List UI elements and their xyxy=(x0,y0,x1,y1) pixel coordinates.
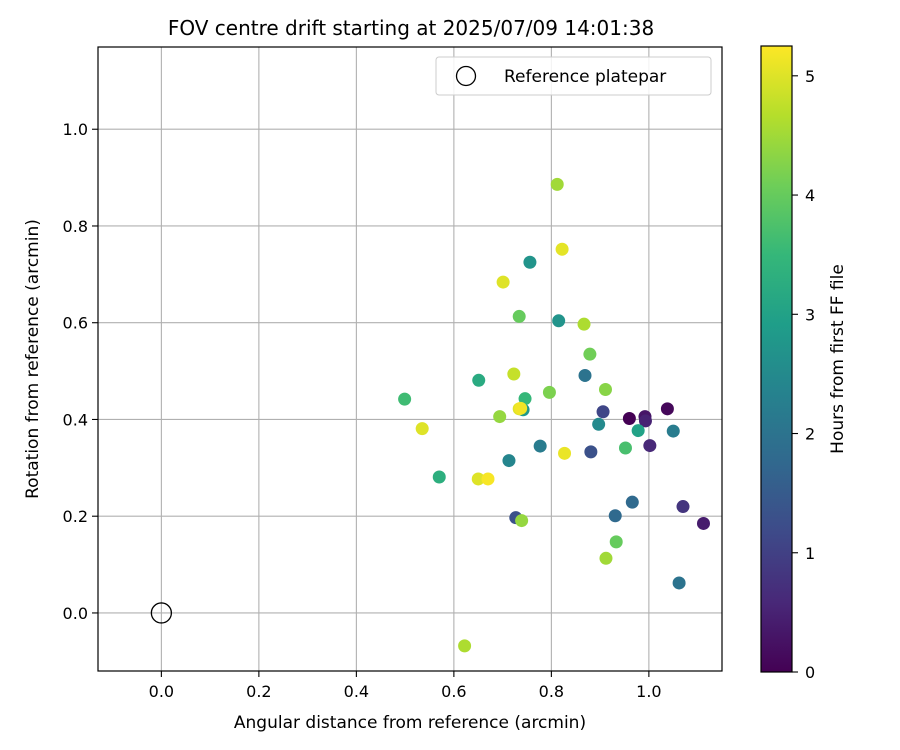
colorbar-frame xyxy=(760,45,793,673)
y-tick-label: 0.8 xyxy=(63,217,88,236)
scatter-point xyxy=(608,509,622,523)
scatter-point xyxy=(672,576,686,590)
colorbar-tick-label: 3 xyxy=(805,305,815,324)
chart-title: FOV centre drift starting at 2025/07/09 … xyxy=(168,16,654,40)
scatter-point xyxy=(514,401,528,415)
scatter-point xyxy=(592,417,606,431)
scatter-point xyxy=(515,514,529,528)
scatter-point xyxy=(415,422,429,436)
scatter-point xyxy=(493,410,507,424)
y-tick-label: 0.2 xyxy=(63,507,88,526)
colorbar-tick-label: 4 xyxy=(805,186,815,205)
scatter-point xyxy=(533,439,547,453)
scatter-point xyxy=(512,309,526,323)
plot-frame xyxy=(97,46,723,672)
y-tick-label: 0.0 xyxy=(63,604,88,623)
scatter-point xyxy=(631,424,645,438)
x-tick-label: 0.0 xyxy=(149,682,174,701)
scatter-points xyxy=(398,177,710,653)
scatter-point xyxy=(618,441,632,455)
y-tick-label: 0.6 xyxy=(63,314,88,333)
scatter-point xyxy=(518,392,532,406)
scatter-point xyxy=(552,314,566,328)
scatter-point xyxy=(598,382,612,396)
scatter-point xyxy=(578,368,592,382)
scatter-point xyxy=(432,470,446,484)
colorbar-ticks: 0 1 2 3 4 5 xyxy=(792,67,815,682)
colorbar: 0 1 2 3 4 5 Hours from first FF file xyxy=(760,45,848,682)
legend-marker-icon xyxy=(455,65,477,87)
scatter-point xyxy=(550,177,564,191)
legend-label: Reference platepar xyxy=(504,67,666,87)
x-axis-ticks: 0.0 0.2 0.4 0.6 0.8 1.0 xyxy=(149,671,662,701)
scatter-point xyxy=(523,255,537,269)
scatter-point xyxy=(643,439,657,453)
x-axis-label: Angular distance from reference (arcmin) xyxy=(234,713,586,733)
scatter-point xyxy=(502,454,516,468)
colorbar-tick-label: 5 xyxy=(805,67,815,86)
scatter-point xyxy=(696,516,710,530)
scatter-point xyxy=(596,405,610,419)
colorbar-tick-label: 1 xyxy=(805,544,815,563)
x-tick-label: 0.8 xyxy=(539,682,564,701)
x-tick-label: 1.0 xyxy=(636,682,661,701)
scatter-point xyxy=(599,551,613,565)
legend: Reference platepar xyxy=(435,56,712,96)
scatter-point xyxy=(558,446,572,460)
scatter-point xyxy=(584,445,598,459)
scatter-point xyxy=(676,500,690,514)
legend-box xyxy=(435,56,712,96)
colorbar-label: Hours from first FF file xyxy=(828,264,848,454)
scatter-point xyxy=(609,535,623,549)
scatter-point xyxy=(660,402,674,416)
scatter-point xyxy=(622,411,636,425)
y-tick-label: 1.0 xyxy=(63,120,88,139)
scatter-point xyxy=(481,472,495,486)
y-tick-label: 0.4 xyxy=(63,410,88,429)
scatter-point xyxy=(472,373,486,387)
scatter-point xyxy=(577,317,591,331)
reference-marker-layer xyxy=(150,602,173,624)
x-tick-label: 0.2 xyxy=(246,682,271,701)
scatter-point xyxy=(625,495,639,509)
scatter-point xyxy=(666,424,680,438)
scatter-point xyxy=(471,472,485,486)
y-axis-label: Rotation from reference (arcmin) xyxy=(23,219,43,499)
colorbar-tick-label: 2 xyxy=(805,425,815,444)
colorbar-tick-label: 0 xyxy=(805,663,815,682)
scatter-point xyxy=(638,414,652,428)
scatter-point xyxy=(507,367,521,381)
x-tick-label: 0.4 xyxy=(344,682,369,701)
reference-platepar-point xyxy=(150,602,173,624)
scatter-point xyxy=(398,392,412,406)
y-axis-ticks: 0.0 0.2 0.4 0.6 0.8 1.0 xyxy=(63,120,98,623)
scatter-point xyxy=(583,347,597,361)
scatter-point xyxy=(555,242,569,256)
grid xyxy=(98,47,722,671)
x-tick-label: 0.6 xyxy=(441,682,466,701)
scatter-point xyxy=(458,639,472,653)
colorbar-gradient xyxy=(761,46,792,672)
scatter-point xyxy=(496,275,510,289)
scatter-point xyxy=(542,385,556,399)
